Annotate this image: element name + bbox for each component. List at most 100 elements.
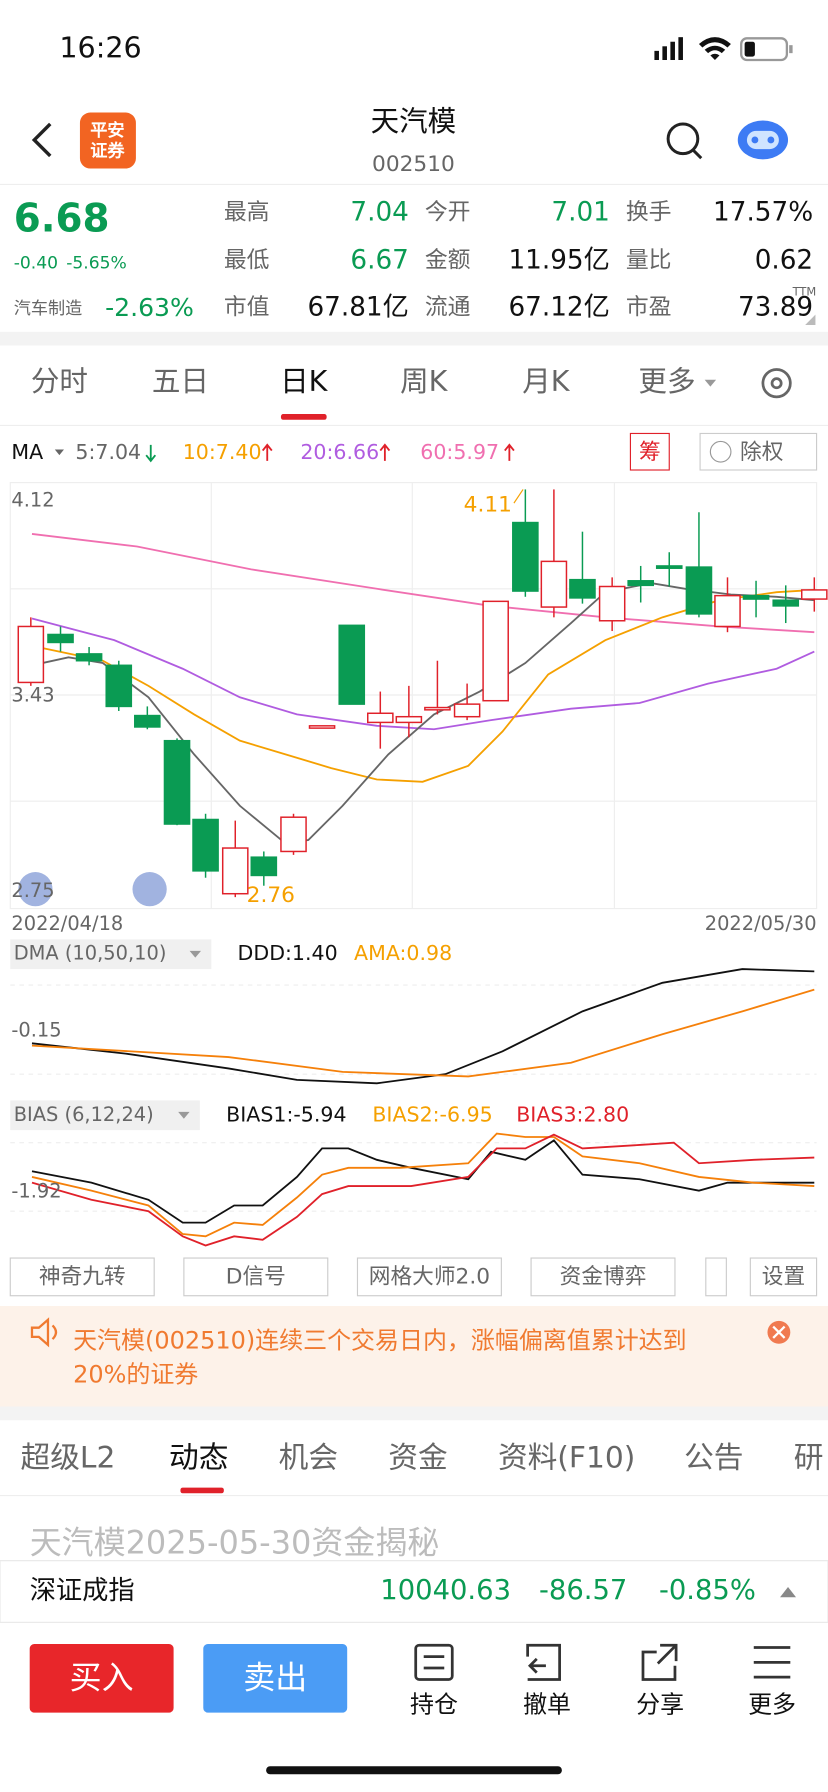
info-tab[interactable]: 研 bbox=[794, 1441, 824, 1476]
trend-arrow bbox=[504, 443, 515, 461]
ddd: DDD:1.40 bbox=[238, 941, 338, 965]
ma60 bbox=[31, 533, 815, 634]
candle-body bbox=[424, 706, 451, 711]
article-title: 天汽模2025-05-30资金揭秘 bbox=[30, 1524, 440, 1562]
period-tab[interactable]: 周K bbox=[400, 364, 449, 398]
info-tab[interactable]: 资料(F10) bbox=[498, 1441, 635, 1476]
info-tab[interactable]: 机会 bbox=[279, 1441, 338, 1476]
field-label: 流通 bbox=[425, 294, 471, 320]
exright-btn[interactable] bbox=[699, 432, 818, 471]
close[interactable] bbox=[767, 1320, 791, 1344]
ma-value: 5:7.04 bbox=[75, 440, 141, 464]
candle-body bbox=[800, 589, 828, 600]
ma-label: MA bbox=[11, 440, 43, 464]
trend-arrow bbox=[261, 443, 273, 461]
info-tab[interactable]: 超级L2 bbox=[21, 1441, 116, 1476]
candle-body bbox=[163, 739, 191, 825]
logo-text: 平安 bbox=[90, 120, 124, 141]
index-value: 10040.63 bbox=[380, 1575, 511, 1606]
back[interactable] bbox=[31, 122, 52, 158]
action-icons bbox=[414, 1643, 791, 1681]
action-label[interactable]: 持仓 bbox=[410, 1691, 458, 1719]
tool-btn[interactable] bbox=[705, 1257, 727, 1297]
ttm: TTM bbox=[792, 284, 817, 298]
info-tab[interactable]: 公告 bbox=[684, 1441, 743, 1476]
search[interactable] bbox=[666, 122, 703, 160]
tool-label: 资金博弈 bbox=[560, 1264, 647, 1289]
fullscreen[interactable] bbox=[132, 872, 167, 907]
field-label: 市值 bbox=[224, 294, 270, 320]
period-tab[interactable]: 分时 bbox=[31, 364, 88, 398]
notice-band bbox=[0, 1306, 828, 1407]
gap bbox=[0, 331, 828, 346]
stock-name: 天汽模 bbox=[371, 104, 457, 138]
tool-btn[interactable] bbox=[9, 1257, 155, 1297]
chip: 筹 bbox=[639, 440, 661, 465]
field-value: 0.62 bbox=[755, 246, 813, 276]
bias-axis: -1.92 bbox=[11, 1179, 61, 1202]
candle-body bbox=[250, 856, 278, 877]
field-value: 7.04 bbox=[350, 198, 408, 228]
chip-btn[interactable] bbox=[629, 432, 670, 471]
candles bbox=[17, 489, 828, 898]
tool-label: 网格大师2.0 bbox=[369, 1264, 490, 1289]
candle-body bbox=[367, 712, 394, 724]
index-name: 深证成指 bbox=[30, 1576, 135, 1606]
field-value: 11.95亿 bbox=[508, 246, 609, 276]
period-tab[interactable]: 日K bbox=[280, 364, 329, 398]
bias3 bbox=[31, 1133, 815, 1247]
tab-underline bbox=[280, 414, 327, 420]
tool-btn[interactable] bbox=[749, 1257, 818, 1297]
candle-body bbox=[772, 599, 800, 607]
info-tab[interactable]: 动态 bbox=[169, 1441, 228, 1476]
buy: 买入 bbox=[70, 1658, 134, 1696]
action-label[interactable]: 分享 bbox=[636, 1691, 684, 1719]
field-label: 最高 bbox=[224, 200, 270, 226]
buy-btn[interactable] bbox=[29, 1644, 174, 1713]
dropdown bbox=[704, 379, 717, 387]
candle-body bbox=[655, 565, 683, 569]
settings[interactable] bbox=[761, 368, 792, 399]
index-bar[interactable] bbox=[0, 1560, 828, 1623]
candle-body bbox=[338, 624, 366, 705]
tab-underline bbox=[180, 1487, 224, 1494]
expand-left[interactable] bbox=[18, 872, 53, 907]
bias2: BIAS2:-6.95 bbox=[372, 1102, 492, 1126]
notice-text: 天汽模(002510)连续三个交易日内，涨幅偏离值累计达到 bbox=[73, 1326, 687, 1354]
period-tab[interactable]: 月K bbox=[522, 364, 571, 398]
tool-btn[interactable] bbox=[356, 1257, 502, 1297]
sell-btn[interactable] bbox=[203, 1644, 348, 1713]
bias-label: BIAS (6,12,24) bbox=[14, 1103, 154, 1126]
bias1 bbox=[31, 1139, 815, 1224]
expand bbox=[780, 1586, 797, 1598]
y-axis-label: 3.43 bbox=[11, 684, 54, 707]
action-label[interactable]: 撤单 bbox=[523, 1691, 571, 1719]
ma10 bbox=[31, 589, 815, 783]
change: -0.40 bbox=[14, 253, 58, 273]
index-change: -86.57 bbox=[539, 1575, 627, 1606]
tools bbox=[9, 1257, 818, 1297]
ma-lines bbox=[31, 533, 815, 1247]
pointer bbox=[513, 489, 524, 504]
action-label[interactable]: 更多 bbox=[748, 1691, 796, 1719]
info-icon bbox=[709, 440, 732, 463]
period-tab[interactable]: 更多 bbox=[638, 364, 695, 398]
robot[interactable] bbox=[737, 120, 789, 160]
period-tab[interactable]: 五日 bbox=[152, 364, 209, 398]
tool-btn[interactable] bbox=[183, 1257, 329, 1297]
logo-text: 证券 bbox=[90, 140, 125, 161]
candle-body bbox=[134, 714, 161, 728]
date-end: 2022/05/30 bbox=[705, 912, 817, 935]
candle-body bbox=[627, 580, 655, 587]
status-icons bbox=[654, 37, 793, 62]
candle-body bbox=[598, 585, 626, 622]
bias-label-bg bbox=[10, 1100, 200, 1131]
field-value: 7.01 bbox=[551, 198, 609, 228]
info-tab[interactable]: 资金 bbox=[388, 1441, 447, 1476]
dma-axis: -0.15 bbox=[11, 1018, 61, 1041]
ma5 bbox=[31, 582, 815, 845]
tool-btn[interactable] bbox=[530, 1257, 676, 1297]
speaker bbox=[30, 1317, 58, 1348]
